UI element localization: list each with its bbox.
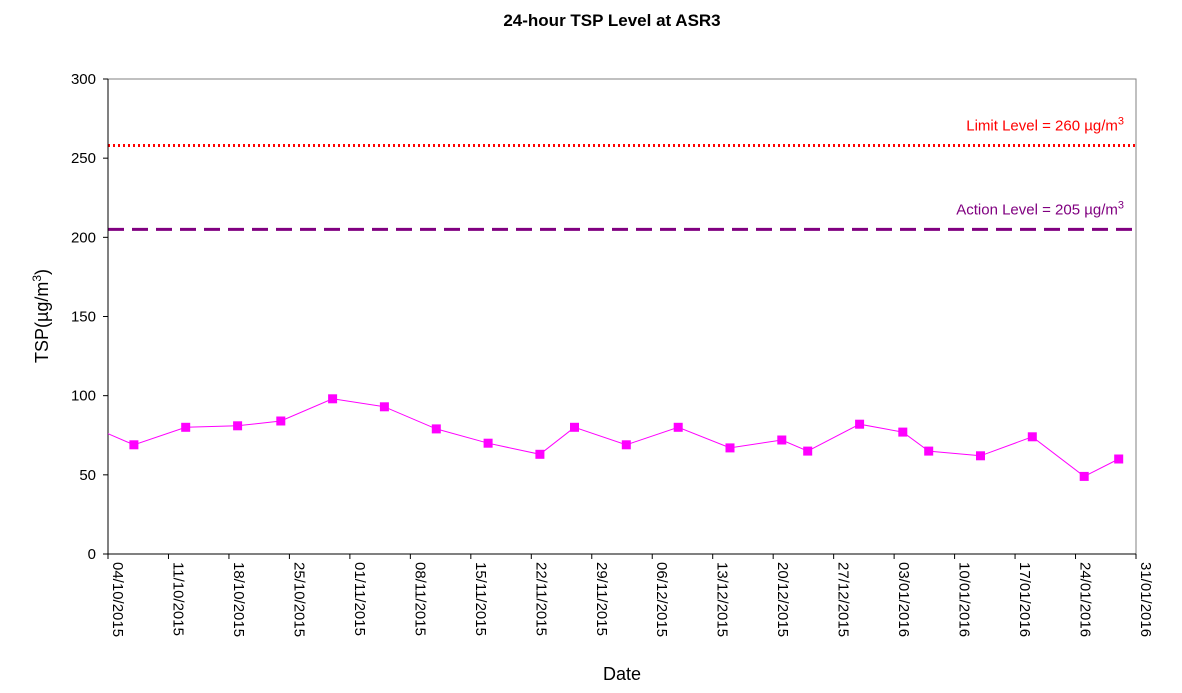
data-point — [431, 424, 441, 434]
x-tick-label: 13/12/2015 — [714, 562, 731, 637]
x-tick-label: 27/12/2015 — [835, 562, 852, 637]
y-axis-label: TSP(µg/m3) — [30, 269, 52, 363]
data-point — [276, 416, 286, 426]
x-tick-label: 31/01/2016 — [1137, 562, 1154, 637]
data-point — [1027, 432, 1037, 442]
y-tick-label: 200 — [71, 229, 96, 246]
data-point — [725, 443, 735, 453]
x-tick-label: 20/12/2015 — [774, 562, 791, 637]
x-tick-label: 11/10/2015 — [169, 562, 186, 636]
limit-level-label: Limit Level = 260 µg/m3 — [966, 116, 1124, 135]
y-tick-label: 50 — [79, 467, 96, 484]
x-tick-label: 18/10/2015 — [230, 562, 247, 637]
chart-title: 24-hour TSP Level at ASR3 — [503, 11, 720, 30]
data-point — [483, 438, 493, 448]
x-tick-label: 04/10/2015 — [109, 562, 126, 637]
data-point — [1079, 471, 1089, 481]
data-point — [924, 446, 934, 456]
data-point — [898, 427, 908, 437]
data-point — [803, 446, 813, 456]
data-point — [535, 449, 545, 459]
data-point — [379, 402, 389, 412]
y-tick-label: 300 — [71, 71, 96, 88]
x-tick-label: 17/01/2016 — [1016, 562, 1033, 637]
x-tick-label: 06/12/2015 — [653, 562, 670, 637]
x-tick-label: 29/11/2015 — [593, 562, 610, 636]
data-point — [621, 440, 631, 450]
x-tick-label: 10/01/2016 — [956, 562, 973, 637]
x-tick-label: 25/10/2015 — [290, 562, 307, 637]
data-point — [673, 422, 683, 432]
y-axis-label-sup: 3 — [30, 275, 44, 282]
y-axis-label-suffix: ) — [32, 269, 52, 275]
x-tick-label: 01/11/2015 — [351, 562, 368, 636]
series-line — [107, 398, 1119, 477]
x-axis-label: Date — [603, 664, 641, 684]
data-point — [129, 440, 139, 450]
y-tick-label: 150 — [71, 309, 96, 326]
data-point — [777, 435, 787, 445]
data-point — [233, 421, 243, 431]
y-tick-label: 0 — [88, 546, 96, 563]
y-tick-label: 100 — [71, 388, 96, 405]
x-tick-label: 24/01/2016 — [1077, 562, 1094, 637]
x-tick-label: 15/11/2015 — [472, 562, 489, 636]
plot-area — [107, 78, 1137, 555]
data-point — [181, 422, 191, 432]
y-tick-label: 250 — [71, 150, 96, 167]
x-tick-label: 22/11/2015 — [532, 562, 549, 636]
y-axis-label-main: TSP(µg/m — [32, 282, 52, 363]
data-point — [328, 394, 338, 404]
data-point — [855, 419, 865, 429]
x-tick-label: 03/01/2016 — [895, 562, 912, 637]
action-level-label: Action Level = 205 µg/m3 — [956, 199, 1124, 218]
x-tick-label: 08/11/2015 — [411, 562, 428, 636]
data-point — [1114, 454, 1124, 464]
data-point — [976, 451, 985, 461]
data-point — [570, 422, 579, 432]
